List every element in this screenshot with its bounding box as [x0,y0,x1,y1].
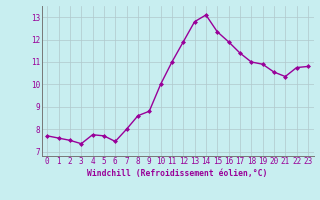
X-axis label: Windchill (Refroidissement éolien,°C): Windchill (Refroidissement éolien,°C) [87,169,268,178]
